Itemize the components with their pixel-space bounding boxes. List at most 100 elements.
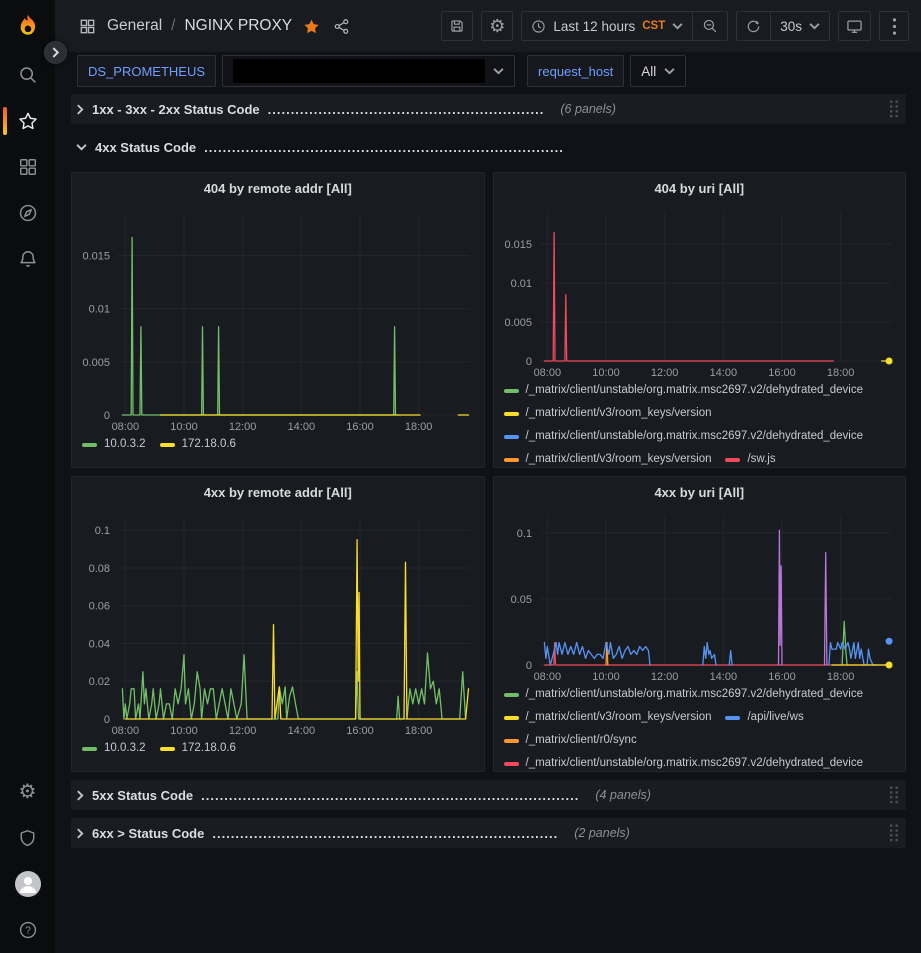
panel-title[interactable]: 4xx by uri [All] (494, 477, 906, 507)
star-icon (18, 111, 38, 131)
refresh-group: 30s (736, 11, 830, 41)
time-picker-group: Last 12 hours CST (521, 11, 728, 41)
legend-swatch (160, 747, 175, 751)
row-drag-handle[interactable] (889, 100, 899, 119)
refresh-icon (746, 19, 761, 34)
variable-value-request-host[interactable]: All (630, 55, 686, 87)
legend-label: 10.0.3.2 (104, 739, 146, 758)
svg-text:18:00: 18:00 (405, 725, 433, 737)
row-title-leader: ........................................… (268, 102, 545, 117)
chevron-down-icon (664, 67, 675, 75)
refresh-interval-dropdown[interactable]: 30s (770, 12, 829, 40)
sidebar-item-dashboards[interactable] (0, 144, 55, 190)
legend-item[interactable]: /_matrix/client/unstable/org.matrix.msc2… (504, 685, 864, 704)
svg-text:12:00: 12:00 (229, 421, 257, 433)
sidebar-item-profile[interactable] (0, 861, 55, 907)
chevron-right-icon (76, 790, 84, 801)
sidebar-item-help[interactable]: ? (0, 907, 55, 953)
svg-text:0: 0 (104, 410, 110, 422)
legend-item[interactable]: 10.0.3.2 (82, 435, 146, 454)
share-button[interactable] (331, 16, 352, 37)
legend-label: /api/live/ws (747, 708, 803, 727)
variable-label-ds-prometheus: DS_PROMETHEUS (77, 55, 216, 87)
panel-title[interactable]: 404 by uri [All] (494, 173, 906, 203)
share-icon (333, 18, 350, 35)
legend: 10.0.3.2 172.18.0.6 (72, 435, 484, 467)
help-icon: ? (18, 920, 38, 940)
chart-404-by-uri[interactable]: 08:0010:0012:0014:0016:0018:0000.0050.01… (494, 203, 905, 381)
time-range-picker[interactable]: Last 12 hours CST (522, 12, 692, 40)
legend-swatch (82, 747, 97, 751)
row-header-4xx[interactable]: 4xx Status Code ........................… (71, 132, 906, 162)
chart-404-by-remote-addr[interactable]: 08:0010:0012:0014:0016:0018:0000.0050.01… (72, 203, 483, 435)
legend-item[interactable]: 10.0.3.2 (82, 739, 146, 758)
legend-item[interactable]: /_matrix/client/r0/sync (504, 731, 637, 750)
variable-value-ds-prometheus[interactable] (222, 55, 515, 87)
legend-item[interactable]: 172.18.0.6 (160, 739, 236, 758)
dashboard-menu-button[interactable] (879, 11, 909, 41)
favorite-star-button[interactable] (301, 16, 322, 37)
sidebar-expand-button[interactable] (44, 41, 67, 64)
zoom-out-button[interactable] (692, 12, 727, 40)
legend-item[interactable]: /_matrix/client/unstable/org.matrix.msc2… (504, 754, 864, 771)
refresh-button[interactable] (737, 12, 770, 40)
panel-title[interactable]: 4xx by remote addr [All] (72, 477, 484, 507)
variable-label-request-host: request_host (527, 55, 624, 87)
legend-item[interactable]: /api/live/ws (725, 708, 803, 727)
star-filled-icon (303, 18, 320, 35)
legend-item[interactable]: 172.18.0.6 (160, 435, 236, 454)
sidebar-item-alerting[interactable] (0, 236, 55, 282)
refresh-interval-label: 30s (780, 19, 802, 34)
row-drag-handle[interactable] (889, 786, 899, 805)
legend-swatch (504, 693, 519, 697)
grafana-app: ⚙ ? General / NGINX PROXY (0, 0, 921, 953)
variable-request-host: request_host All (527, 55, 686, 87)
legend-label: 10.0.3.2 (104, 435, 146, 454)
breadcrumb-separator: / (171, 17, 175, 35)
svg-text:0.005: 0.005 (82, 357, 110, 369)
user-avatar-icon (15, 871, 41, 897)
search-icon (18, 65, 38, 85)
legend: /_matrix/client/unstable/org.matrix.msc2… (494, 381, 906, 467)
dashboard-canvas: 1xx - 3xx - 2xx Status Code ............… (55, 90, 921, 953)
legend-item[interactable]: /_matrix/client/unstable/org.matrix.msc2… (504, 381, 864, 400)
legend-item[interactable]: /_matrix/client/v3/room_keys/version (504, 450, 712, 467)
sidebar-item-starred[interactable] (0, 98, 55, 144)
sidebar-item-configuration[interactable]: ⚙ (0, 769, 55, 815)
row-header-6xx[interactable]: 6xx > Status Code ......................… (71, 818, 906, 848)
row-header-5xx[interactable]: 5xx Status Code ........................… (71, 780, 906, 810)
chart-4xx-by-remote-addr[interactable]: 08:0010:0012:0014:0016:0018:0000.020.040… (72, 507, 483, 739)
chart-4xx-by-uri[interactable]: 08:0010:0012:0014:0016:0018:0000.050.1 (494, 507, 905, 685)
legend-swatch (725, 458, 740, 462)
dashboard-settings-button[interactable]: ⚙ (481, 11, 513, 41)
legend-item[interactable]: /_matrix/client/v3/room_keys/version (504, 708, 712, 727)
tv-mode-button[interactable] (838, 11, 871, 41)
legend: 10.0.3.2 172.18.0.6 (72, 739, 484, 771)
row-drag-handle[interactable] (889, 824, 899, 843)
sidebar-item-explore[interactable] (0, 190, 55, 236)
legend-item[interactable]: /_matrix/client/unstable/org.matrix.msc2… (504, 427, 864, 446)
svg-text:08:00: 08:00 (112, 421, 140, 433)
legend-item[interactable]: /sw.js (725, 450, 775, 467)
save-dashboard-button[interactable] (441, 11, 473, 41)
row-header-1xx-3xx-2xx[interactable]: 1xx - 3xx - 2xx Status Code ............… (71, 94, 906, 124)
svg-text:0.1: 0.1 (95, 525, 110, 537)
svg-text:08:00: 08:00 (533, 671, 561, 683)
panel-title[interactable]: 404 by remote addr [All] (72, 173, 484, 203)
svg-text:18:00: 18:00 (826, 671, 854, 683)
chevron-down-icon (672, 22, 683, 30)
breadcrumb-folder[interactable]: General (107, 17, 162, 35)
svg-text:0.015: 0.015 (504, 239, 532, 251)
panel-row-bottom: 4xx by remote addr [All] 08:0010:0012:00… (71, 476, 906, 772)
row-panel-count: (6 panels) (560, 102, 616, 116)
dashboard-title[interactable]: NGINX PROXY (184, 17, 292, 35)
svg-text:0.02: 0.02 (89, 676, 110, 688)
svg-text:14:00: 14:00 (288, 421, 316, 433)
legend-item[interactable]: /_matrix/client/v3/room_keys/version (504, 404, 712, 423)
gear-icon: ⚙ (19, 782, 37, 802)
legend-swatch (504, 389, 519, 393)
svg-text:18:00: 18:00 (826, 367, 854, 379)
chevron-right-icon (51, 47, 60, 58)
sidebar-item-server-admin[interactable] (0, 815, 55, 861)
svg-text:0: 0 (104, 714, 110, 726)
